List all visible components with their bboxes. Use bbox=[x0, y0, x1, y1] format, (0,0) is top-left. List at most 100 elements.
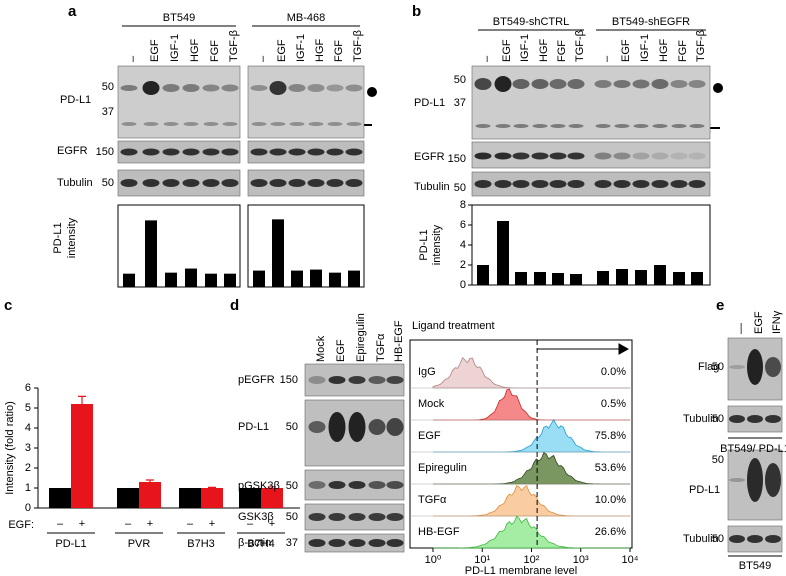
band bbox=[348, 376, 366, 384]
bar bbox=[616, 269, 628, 285]
band bbox=[729, 478, 745, 482]
bar bbox=[117, 488, 139, 508]
lane-label: HB-EGF bbox=[393, 320, 405, 362]
error-bar bbox=[268, 486, 276, 488]
lane-label: EGF bbox=[276, 39, 288, 62]
bar bbox=[179, 488, 201, 508]
legend-sign: + bbox=[79, 518, 85, 530]
mw-marker: 50 bbox=[712, 533, 724, 545]
band bbox=[307, 84, 325, 92]
bar bbox=[291, 270, 303, 287]
band bbox=[348, 513, 366, 521]
band bbox=[345, 148, 363, 156]
group-label: MB-468 bbox=[287, 12, 326, 24]
band bbox=[328, 513, 346, 521]
band bbox=[345, 179, 363, 187]
band bbox=[671, 124, 687, 128]
percent-label: 0.5% bbox=[601, 398, 626, 410]
bar bbox=[272, 219, 284, 287]
error-bar bbox=[78, 395, 86, 404]
band bbox=[327, 122, 343, 126]
lane-label: TGF-β bbox=[352, 30, 364, 62]
mw-marker: 50 bbox=[286, 480, 298, 492]
row-label: EGFR bbox=[57, 145, 88, 157]
band bbox=[729, 535, 745, 543]
x-tick-label: 10³ bbox=[573, 554, 589, 566]
band bbox=[348, 481, 366, 489]
bar bbox=[597, 271, 609, 285]
mw-marker: 50 bbox=[712, 413, 724, 425]
band bbox=[651, 180, 669, 188]
band bbox=[308, 421, 326, 433]
blot bbox=[247, 140, 365, 164]
row-label: pGSK3β bbox=[238, 480, 280, 492]
band bbox=[251, 122, 267, 126]
bar bbox=[673, 272, 685, 285]
band bbox=[386, 539, 404, 547]
band bbox=[222, 122, 238, 126]
lane-label: FGF bbox=[209, 40, 221, 62]
row-label: Epiregulin bbox=[418, 462, 467, 474]
band bbox=[308, 539, 326, 547]
band bbox=[368, 376, 386, 384]
bar bbox=[552, 273, 564, 285]
x-tick-label: 10² bbox=[524, 554, 540, 566]
row-label: IgG bbox=[418, 366, 436, 378]
legend-sign: – bbox=[247, 518, 254, 530]
band bbox=[368, 481, 386, 489]
band bbox=[328, 376, 346, 384]
band bbox=[288, 179, 306, 187]
panel-label: b bbox=[412, 3, 421, 20]
mw-marker: 150 bbox=[280, 374, 298, 386]
legend-label: EGF: bbox=[8, 519, 34, 531]
row-label: EGFR bbox=[414, 151, 445, 163]
band bbox=[386, 513, 404, 521]
band bbox=[162, 179, 180, 187]
caption: BT549/ PD-L1 bbox=[720, 443, 786, 455]
band bbox=[595, 124, 611, 128]
bar bbox=[165, 272, 177, 287]
band bbox=[474, 152, 492, 160]
mw-marker: 37 bbox=[286, 537, 298, 549]
row-label: Tubulin bbox=[683, 413, 719, 425]
x-tick-label: 10⁴ bbox=[622, 554, 639, 566]
band bbox=[182, 84, 200, 92]
band-marker bbox=[713, 83, 723, 93]
band bbox=[183, 122, 199, 126]
bar bbox=[145, 220, 157, 287]
bar bbox=[224, 273, 236, 287]
mw-marker: 150 bbox=[448, 153, 466, 165]
row-label: Tubulin bbox=[683, 533, 719, 545]
band bbox=[221, 148, 239, 156]
band bbox=[162, 148, 180, 156]
lane-label: EGF bbox=[149, 39, 161, 62]
bar bbox=[205, 273, 217, 287]
band bbox=[729, 365, 745, 369]
band bbox=[494, 180, 512, 188]
band bbox=[532, 124, 548, 128]
x-tick-label: PD-L1 bbox=[55, 538, 86, 550]
row-label: HB-EGF bbox=[418, 526, 460, 538]
band bbox=[163, 122, 179, 126]
y-tick-label: 3 bbox=[25, 442, 31, 454]
lane-label: HGF bbox=[538, 39, 550, 63]
band bbox=[688, 80, 706, 88]
band bbox=[269, 179, 287, 187]
bar bbox=[691, 272, 703, 285]
legend-sign: + bbox=[269, 518, 275, 530]
error-bar bbox=[208, 486, 216, 488]
band bbox=[269, 148, 287, 156]
band bbox=[121, 122, 137, 126]
band bbox=[594, 152, 612, 160]
y-tick-label: 8 bbox=[460, 199, 466, 211]
bar bbox=[497, 221, 509, 285]
band bbox=[368, 539, 386, 547]
y-axis-title: intensity bbox=[66, 217, 78, 258]
band bbox=[328, 539, 346, 547]
bar bbox=[570, 274, 582, 285]
row-label: Tubulin bbox=[57, 177, 93, 189]
y-tick-label: 6 bbox=[25, 382, 31, 394]
band bbox=[307, 148, 325, 156]
band bbox=[513, 124, 529, 128]
